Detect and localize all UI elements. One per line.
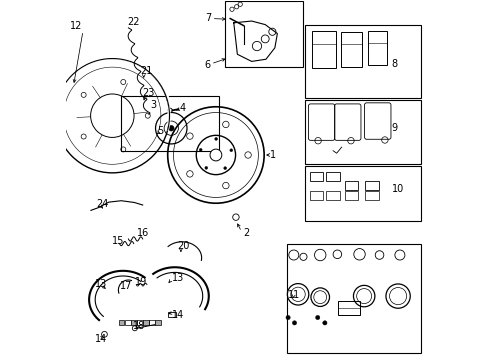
Text: 8: 8 bbox=[391, 59, 397, 69]
Circle shape bbox=[204, 166, 207, 169]
Text: 22: 22 bbox=[127, 17, 140, 27]
Circle shape bbox=[322, 321, 326, 325]
Text: 2: 2 bbox=[243, 228, 249, 238]
Text: 13: 13 bbox=[94, 279, 106, 289]
Bar bbox=[325, 172, 339, 181]
Text: 18: 18 bbox=[133, 321, 145, 332]
Circle shape bbox=[210, 149, 222, 161]
Text: 19: 19 bbox=[135, 277, 147, 287]
Circle shape bbox=[214, 138, 217, 140]
Bar bbox=[309, 172, 323, 181]
Text: 4: 4 bbox=[179, 103, 185, 113]
Bar bbox=[143, 320, 148, 325]
Bar bbox=[124, 320, 130, 325]
Bar bbox=[119, 320, 124, 325]
Circle shape bbox=[285, 315, 290, 320]
Bar bbox=[149, 320, 155, 325]
Bar bbox=[137, 320, 142, 325]
Bar bbox=[365, 181, 378, 190]
Circle shape bbox=[224, 167, 226, 170]
Text: 20: 20 bbox=[177, 241, 190, 251]
Text: 11: 11 bbox=[287, 291, 300, 300]
Text: 17: 17 bbox=[120, 281, 132, 291]
Bar bbox=[340, 32, 361, 67]
Bar bbox=[312, 31, 335, 68]
Bar bbox=[337, 301, 359, 315]
Text: 21: 21 bbox=[140, 66, 152, 76]
Text: 16: 16 bbox=[136, 228, 148, 238]
Text: 9: 9 bbox=[391, 123, 397, 133]
Circle shape bbox=[229, 149, 232, 152]
Circle shape bbox=[168, 125, 174, 131]
Text: 1: 1 bbox=[270, 150, 276, 160]
Text: 6: 6 bbox=[204, 60, 210, 70]
Text: 23: 23 bbox=[142, 88, 154, 98]
Bar bbox=[168, 312, 176, 317]
Circle shape bbox=[315, 315, 319, 320]
Text: 3: 3 bbox=[150, 100, 156, 110]
Text: 10: 10 bbox=[391, 184, 403, 194]
Text: 7: 7 bbox=[205, 13, 211, 23]
Text: 13: 13 bbox=[172, 273, 184, 283]
Bar bbox=[367, 31, 386, 64]
Text: 24: 24 bbox=[97, 199, 109, 209]
Text: 14: 14 bbox=[171, 310, 183, 320]
Text: 14: 14 bbox=[94, 334, 106, 343]
Text: 15: 15 bbox=[112, 236, 124, 246]
Text: 12: 12 bbox=[70, 21, 82, 31]
Bar bbox=[344, 181, 357, 190]
Bar bbox=[131, 320, 136, 325]
Text: 5: 5 bbox=[157, 126, 163, 136]
Circle shape bbox=[199, 148, 202, 151]
Bar bbox=[155, 320, 161, 325]
Circle shape bbox=[292, 321, 296, 325]
